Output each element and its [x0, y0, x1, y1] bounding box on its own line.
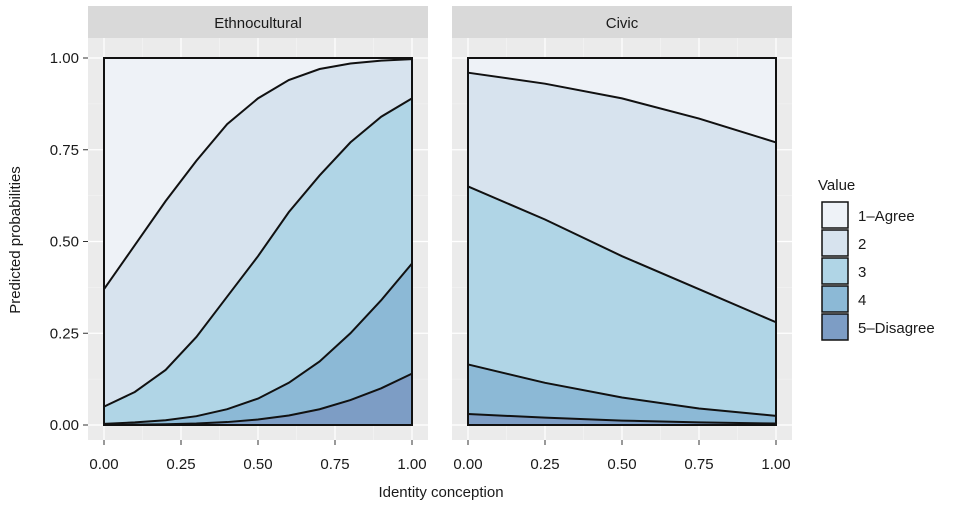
- legend-swatch: [821, 229, 849, 257]
- legend-swatch: [821, 285, 849, 313]
- boundary-line: [467, 363, 777, 417]
- band-2: [104, 59, 412, 407]
- y-tick-label: 0.75: [50, 142, 79, 159]
- band-5-disagree: [468, 413, 776, 425]
- panel-ethnocultural: Ethnocultural 0.00 0.25 0.50 0.75 1.00: [88, 6, 428, 473]
- facet-strip: [452, 6, 792, 38]
- band-1-agree: [468, 58, 776, 143]
- x-tick-label: 1.00: [397, 456, 426, 473]
- x-tick-label: 0.50: [243, 456, 272, 473]
- y-tick-label: 1.00: [50, 50, 79, 67]
- x-tick-label: 0.00: [453, 456, 482, 473]
- x-tick-label: 0.75: [320, 456, 349, 473]
- data-area-outline: [103, 57, 413, 426]
- legend: Value 1–Agree 2 3 4 5–Disagree: [818, 177, 935, 341]
- panel-civic: Civic 0.00 0.25 0.50 0.75 1.00: [452, 6, 792, 473]
- band-4: [104, 263, 412, 425]
- band-5-disagree: [104, 373, 412, 425]
- y-tick-label: 0.25: [50, 325, 79, 342]
- boundary-line: [103, 58, 413, 290]
- x-tick-label: 0.25: [530, 456, 559, 473]
- y-axis: 0.00 0.25 0.50 0.75 1.00: [50, 50, 88, 434]
- legend-label: 4: [858, 292, 866, 309]
- facet-strip-label: Ethnocultural: [214, 15, 302, 32]
- y-tick-label: 0.50: [50, 234, 79, 251]
- legend-label: 2: [858, 236, 866, 253]
- x-tick-label: 0.75: [684, 456, 713, 473]
- legend-swatch: [821, 257, 849, 285]
- boundary-line: [467, 71, 777, 144]
- legend-label: 5–Disagree: [858, 320, 935, 337]
- x-tick-label: 1.00: [761, 456, 790, 473]
- boundary-line: [467, 412, 777, 425]
- x-axis-title: Identity conception: [378, 484, 503, 501]
- boundary-line: [103, 262, 413, 425]
- legend-label: 3: [858, 264, 866, 281]
- band-3: [104, 98, 412, 424]
- legend-title: Value: [818, 177, 855, 194]
- legend-swatch: [821, 313, 849, 341]
- legend-swatch: [821, 201, 849, 229]
- y-axis-title: Predicted probabilities: [7, 166, 24, 314]
- band-1-agree: [104, 58, 412, 290]
- data-area-outline: [467, 57, 777, 426]
- band-3: [468, 186, 776, 416]
- x-tick-label: 0.25: [166, 456, 195, 473]
- y-tick-label: 0.00: [50, 417, 79, 434]
- legend-label: 1–Agree: [858, 208, 915, 225]
- facet-strip: [88, 6, 428, 38]
- facet-strip-label: Civic: [606, 15, 639, 32]
- x-tick-label: 0.00: [89, 456, 118, 473]
- band-2: [468, 72, 776, 323]
- boundary-line: [467, 185, 777, 324]
- boundary-line: [103, 97, 413, 408]
- x-tick-label: 0.50: [607, 456, 636, 473]
